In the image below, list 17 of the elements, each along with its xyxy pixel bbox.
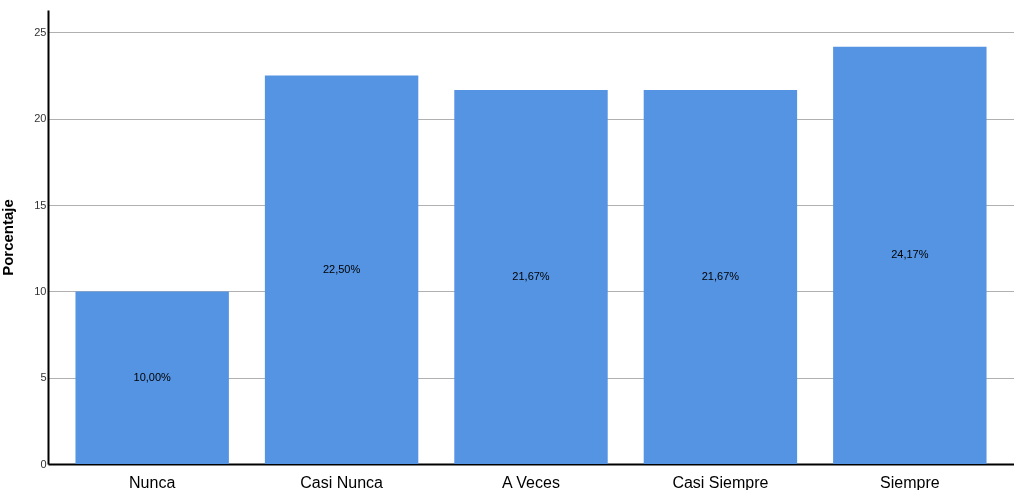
data-label: 21,67%	[701, 269, 740, 282]
y-axis-title: Porcentaje	[0, 199, 17, 276]
x-tick-label: Nunca	[129, 473, 176, 491]
y-tick-label: 15	[34, 198, 47, 211]
data-label: 10,00%	[133, 370, 172, 383]
y-tick-label: 5	[40, 371, 47, 384]
data-label: 24,17%	[891, 248, 929, 261]
y-tick-label: 10	[34, 284, 47, 297]
y-tick-label: 0	[40, 457, 47, 470]
y-tick-label: 25	[34, 25, 47, 38]
data-label: 21,67%	[512, 269, 550, 282]
data-label: 22,50%	[322, 262, 361, 275]
x-tick-label: Siempre	[880, 473, 940, 491]
x-tick-label: Casi Nunca	[300, 473, 384, 491]
x-tick-label: Casi Siempre	[672, 473, 769, 491]
x-tick-label: A Veces	[502, 473, 560, 491]
y-tick-label: 20	[34, 112, 47, 125]
